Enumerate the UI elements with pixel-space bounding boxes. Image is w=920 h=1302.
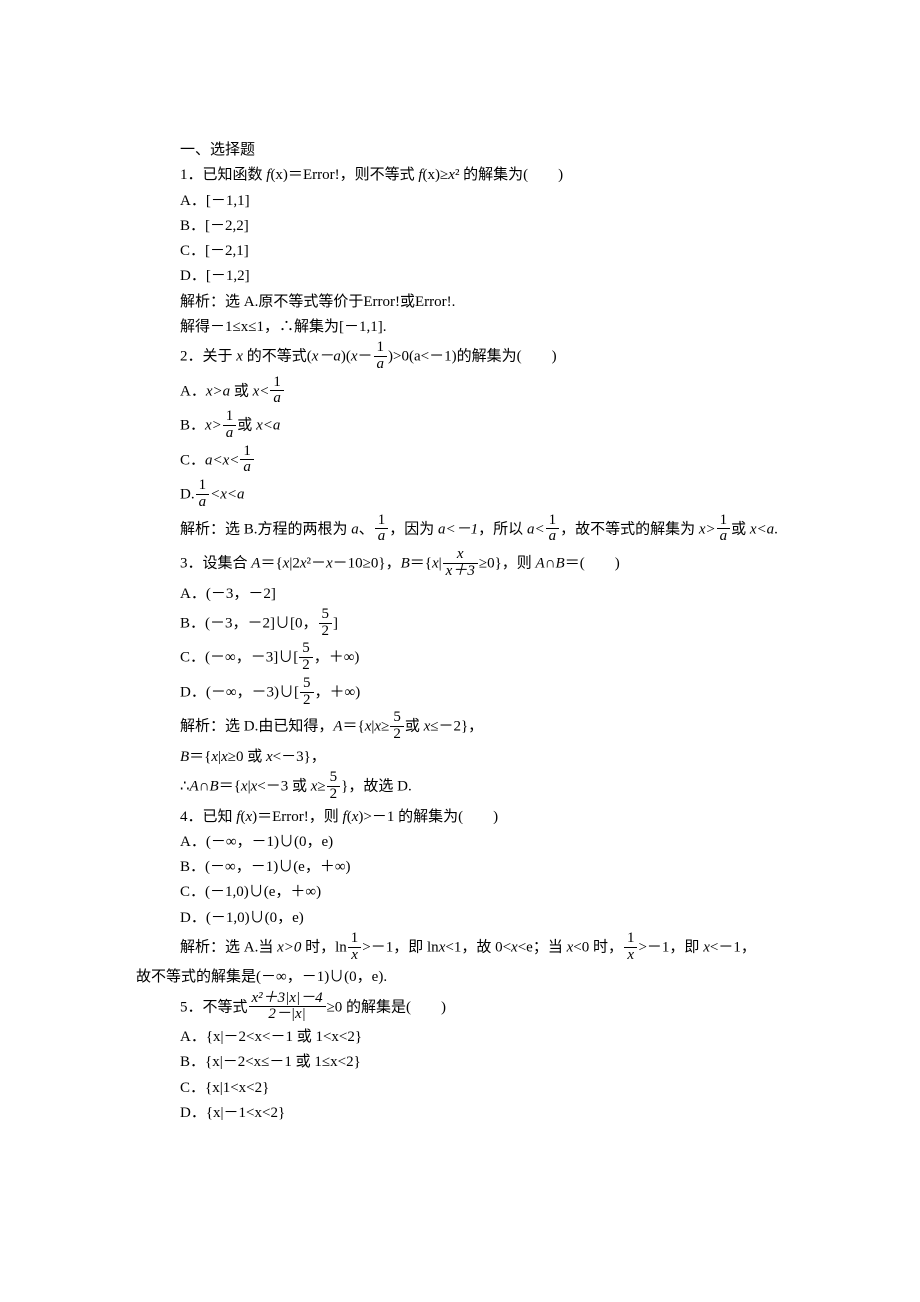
q5-opt-a: A．{x|－2<x<－1 或 1<x<2} xyxy=(0,1025,920,1050)
q3-opt-a: A．(－3，－2] xyxy=(0,582,920,607)
q4-opt-d: D．(－1,0)∪(0，e) xyxy=(0,906,920,931)
q2-solution: 解析：选 B.方程的两根为 a、1a，因为 a<－1，所以 a<1a，故不等式的… xyxy=(0,513,920,548)
q1-solution-2: 解得－1≤x≤1，∴解集为[－1,1]. xyxy=(0,315,920,340)
q5-opt-d: D．{x|－1<x<2} xyxy=(0,1101,920,1126)
q1-stem: 1．已知函数 f(x)＝Error!，则不等式 f(x)≥x² 的解集为( ) xyxy=(0,163,920,188)
q1-opt-b: B．[－2,2] xyxy=(0,214,920,239)
q1-opt-d: D．[－1,2] xyxy=(0,264,920,289)
q3-solution-1: 解析：选 D.由已知得，A＝{x|x≥52或 x≤－2}， xyxy=(0,710,920,745)
q3-solution-2: B＝{x|x≥0 或 x<－3}， xyxy=(0,745,920,770)
q4-solution-2: 故不等式的解集是(－∞，－1)∪(0，e). xyxy=(0,965,920,990)
q5-opt-c: C．{x|1<x<2} xyxy=(0,1076,920,1101)
q3-opt-c: C．(－∞，－3]∪[52，＋∞) xyxy=(0,641,920,676)
q2-opt-a: A．x>a 或 x<1a xyxy=(0,375,920,410)
q4-opt-a: A．(－∞，－1)∪(0，e) xyxy=(0,830,920,855)
q3-opt-b: B．(－3，－2]∪[0，52] xyxy=(0,607,920,642)
q1-opt-a: A．[－1,1] xyxy=(0,189,920,214)
q5-opt-b: B．{x|－2<x≤－1 或 1≤x<2} xyxy=(0,1050,920,1075)
q4-opt-c: C．(－1,0)∪(e，＋∞) xyxy=(0,880,920,905)
q2-opt-c: C．a<x<1a xyxy=(0,444,920,479)
q3-opt-d: D．(－∞，－3)∪[52，＋∞) xyxy=(0,676,920,711)
q5-stem: 5．不等式x²＋3|x|－42－|x|≥0 的解集是( ) xyxy=(0,991,920,1026)
q4-opt-b: B．(－∞，－1)∪(e，＋∞) xyxy=(0,855,920,880)
q2-stem: 2．关于 x 的不等式(x－a)(x－1a)>0(a<－1)的解集为( ) xyxy=(0,340,920,375)
q2-opt-b: B．x>1a或 x<a xyxy=(0,409,920,444)
q4-solution-1: 解析：选 A.当 x>0 时，ln1x>－1，即 lnx<1，故 0<x<e；当… xyxy=(0,931,920,966)
q3-solution-3: ∴A∩B＝{x|x<－3 或 x≥52}，故选 D. xyxy=(0,770,920,805)
section-header: 一、选择题 xyxy=(0,138,920,163)
q1-solution-1: 解析：选 A.原不等式等价于Error!或Error!. xyxy=(0,290,920,315)
q1-opt-c: C．[－2,1] xyxy=(0,239,920,264)
q2-opt-d: D.1a<x<a xyxy=(0,478,920,513)
q3-stem: 3．设集合 A＝{x|2x²－x－10≥0}，B＝{x|xx＋3≥0}，则 A∩… xyxy=(0,547,920,582)
q4-stem: 4．已知 f(x)＝Error!，则 f(x)>－1 的解集为( ) xyxy=(0,805,920,830)
